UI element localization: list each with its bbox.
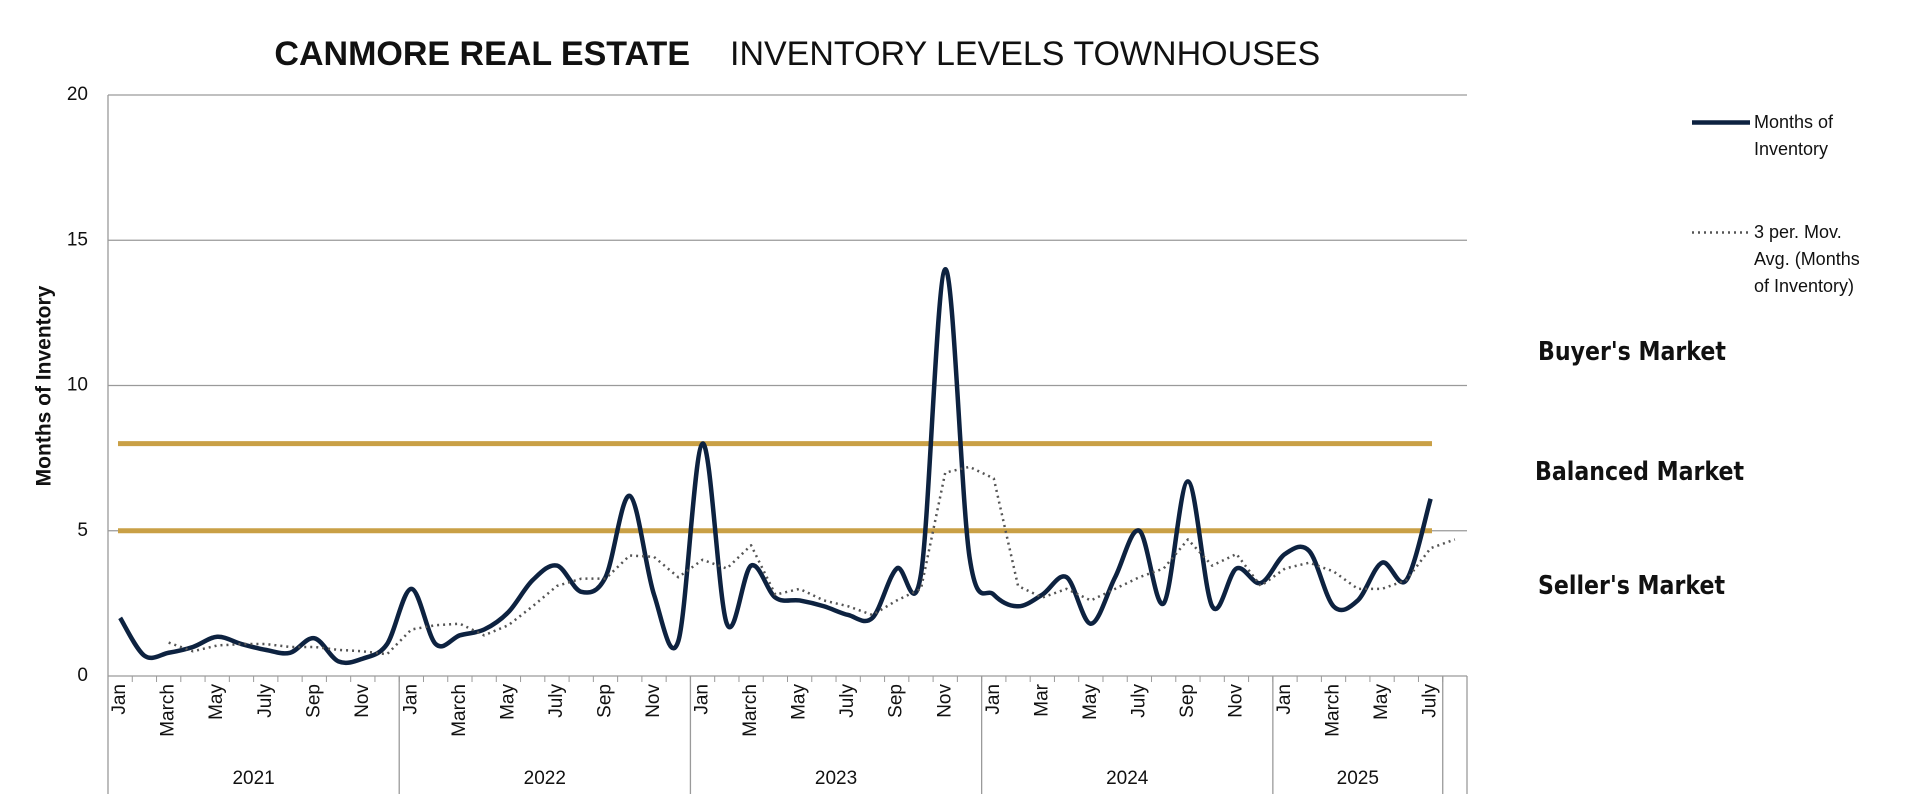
x-tick-label: Jan: [692, 684, 713, 715]
legend-swatch: [1692, 231, 1750, 234]
legend-item: Months of Inventory: [1690, 109, 1872, 163]
x-group-label: 2021: [232, 768, 274, 789]
annotation: Seller's Market: [1538, 571, 1726, 601]
x-tick-label: Nov: [643, 684, 664, 718]
x-tick-label: May: [206, 684, 227, 720]
x-tick-label: July: [546, 684, 567, 718]
x-tick-label: Nov: [352, 684, 373, 718]
x-tick-label: Jan: [400, 684, 421, 715]
x-tick-label: Jan: [983, 684, 1004, 715]
annotation: Balanced Market: [1535, 457, 1745, 487]
annotation: Buyer's Market: [1538, 337, 1726, 367]
x-tick-label: Sep: [1177, 684, 1198, 718]
y-tick-label: 20: [67, 84, 88, 105]
x-tick-label: May: [1371, 684, 1392, 720]
legend-label: 3 per. Mov. Avg. (Months of Inventory): [1754, 222, 1860, 296]
y-tick-label: 15: [67, 229, 88, 250]
series-line: [168, 465, 1456, 656]
x-tick-label: July: [837, 684, 858, 718]
x-tick-label: July: [1420, 684, 1441, 718]
x-tick-label: Sep: [595, 684, 616, 718]
x-tick-label: July: [1128, 684, 1149, 718]
x-tick-label: March: [449, 684, 470, 737]
x-tick-label: May: [497, 684, 518, 720]
x-tick-label: Sep: [886, 684, 907, 718]
x-tick-label: May: [789, 684, 810, 720]
x-tick-label: Sep: [303, 684, 324, 718]
x-tick-label: May: [1080, 684, 1101, 720]
x-group-label: 2025: [1337, 768, 1379, 789]
legend-swatch: [1692, 120, 1750, 125]
series-line: [118, 267, 1433, 666]
x-group-label: 2022: [524, 768, 566, 789]
x-tick-label: Jan: [1274, 684, 1295, 715]
x-tick-label: March: [1323, 684, 1344, 737]
x-tick-label: Nov: [1225, 684, 1246, 718]
legend-item: 3 per. Mov. Avg. (Months of Inventory): [1690, 219, 1872, 300]
x-tick-label: Nov: [934, 684, 955, 718]
chart-subtitle: INVENTORY LEVELS TOWNHOUSES: [730, 35, 1320, 73]
legend-label: Months of Inventory: [1754, 112, 1834, 159]
y-axis-label: Months of Inventory: [33, 285, 56, 486]
x-group-label: 2023: [815, 768, 857, 789]
y-tick-label: 10: [67, 375, 88, 396]
x-tick-label: Jan: [109, 684, 130, 715]
x-tick-label: Mar: [1031, 683, 1052, 716]
y-tick-label: 5: [77, 520, 88, 541]
x-tick-label: July: [255, 684, 276, 718]
y-tick-label: 0: [77, 665, 88, 686]
chart-title: CANMORE REAL ESTATE: [274, 35, 690, 73]
x-tick-label: March: [158, 684, 179, 737]
x-tick-label: March: [740, 684, 761, 737]
x-group-label: 2024: [1106, 768, 1149, 789]
